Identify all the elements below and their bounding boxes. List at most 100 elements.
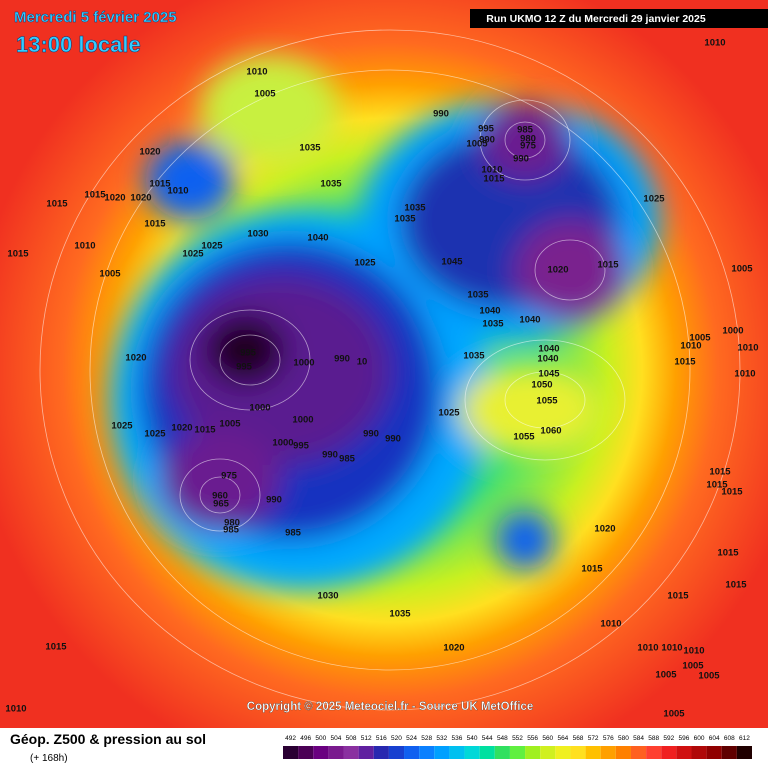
scale-swatch	[555, 746, 571, 759]
scale-label: 556	[527, 735, 538, 742]
isobar-label: 1005	[254, 89, 276, 100]
isobar-label: 1035	[320, 179, 342, 190]
scale-label: 492	[285, 735, 296, 742]
scale-label: 584	[633, 735, 644, 742]
isobar-label: 975	[520, 141, 537, 152]
isobar-label: 1020	[125, 353, 146, 364]
scale-label: 604	[709, 735, 720, 742]
isobar-label: 1020	[130, 193, 151, 204]
scale-swatch	[736, 746, 752, 759]
scale-label: 540	[467, 735, 478, 742]
isobar-label: 1010	[680, 341, 701, 352]
isobar-label: 1035	[299, 143, 321, 154]
scale-swatch	[388, 746, 405, 759]
isobar-label: 990	[385, 434, 401, 445]
isobar-label: 1015	[194, 425, 216, 436]
scale-swatch	[298, 746, 314, 759]
scale-label: 536	[452, 735, 463, 742]
isobar-label: 990	[322, 450, 338, 461]
isobar-label: 1060	[540, 426, 561, 437]
isobar-label: 1035	[404, 203, 426, 214]
scale-label: 572	[588, 735, 599, 742]
legend-title: Géop. Z500 & pression au sol	[10, 731, 206, 747]
scale-label: 564	[557, 735, 568, 742]
isobar-label: 1040	[479, 306, 500, 317]
isobar-label: 1020	[171, 423, 192, 434]
isobar-label: 1025	[111, 421, 133, 432]
isobar-label: 990	[266, 495, 282, 506]
isobar-label: 1000	[249, 403, 270, 414]
isobar-label: 1020	[547, 265, 568, 276]
isobar-label: 1015	[674, 357, 696, 368]
isobar-label: 1005	[466, 139, 488, 150]
isobar-label: 1010	[5, 704, 26, 715]
isobar-label: 985	[285, 528, 302, 539]
isobar-label: 1020	[139, 147, 160, 158]
isobar-label: 990	[363, 429, 379, 440]
scale-label: 608	[724, 735, 735, 742]
isobar-label: 1025	[354, 258, 376, 269]
scale-swatch	[509, 746, 526, 759]
isobar-label: 1025	[182, 249, 204, 260]
isobar-label: 1015	[7, 249, 29, 260]
scale-swatch	[585, 746, 601, 759]
isobar-label: 980	[224, 518, 240, 529]
scale-label: 504	[331, 735, 342, 742]
isobar-label: 1040	[519, 315, 540, 326]
isobar-label: 1010	[683, 646, 704, 657]
isobar-label: 1015	[721, 487, 743, 498]
scale-label: 600	[694, 735, 705, 742]
isobar-label: 1015	[45, 642, 67, 653]
isobar-label: 1005	[689, 333, 711, 344]
isobar-label: 1035	[389, 609, 411, 620]
isobar-label: 1025	[201, 241, 223, 252]
isobar-label: 1030	[317, 591, 338, 602]
isobar-label: 1000	[292, 415, 313, 426]
isobar-label: 1000	[722, 326, 743, 337]
scale-swatch	[419, 746, 435, 759]
isobar-label: 1015	[483, 174, 505, 185]
scale-swatch	[434, 746, 450, 759]
isobar-label: 1015	[84, 190, 106, 201]
isobar-label: 995	[293, 441, 310, 452]
scale-label: 612	[739, 735, 750, 742]
isobar-label: 1020	[443, 643, 464, 654]
isobar-label: 1010	[661, 643, 682, 654]
isobar-label: 1010	[637, 643, 658, 654]
isobar-label: 1015	[725, 580, 747, 591]
scale-label: 588	[648, 735, 659, 742]
scale-swatch	[570, 746, 586, 759]
scale-swatch	[283, 746, 299, 759]
time: 13:00 locale	[16, 32, 141, 57]
isobar-label: 1055	[513, 432, 535, 443]
scale-label: 528	[421, 735, 432, 742]
scale-label: 580	[618, 735, 629, 742]
scale-swatch	[404, 746, 420, 759]
isobar-label: 990	[334, 354, 350, 365]
copyright: Copyright © 2025 Meteociel.fr - Source U…	[247, 701, 533, 713]
scale-swatch	[464, 746, 480, 759]
scale-label: 548	[497, 735, 508, 742]
scale-swatch	[358, 746, 374, 759]
isobar-label: 1005	[698, 671, 720, 682]
isobar-label: 995	[478, 124, 495, 135]
isobar-label: 1020	[104, 193, 125, 204]
scale-swatch	[721, 746, 737, 759]
height-field	[110, 55, 660, 590]
scale-swatch	[706, 746, 722, 759]
isobar-label: 1040	[307, 233, 328, 244]
scale-label: 544	[482, 735, 493, 742]
isobar-label: 1030	[247, 229, 268, 240]
isobar-label: 1015	[706, 480, 728, 491]
isobar-label: 1020	[594, 524, 615, 535]
isobar-label: 980	[520, 134, 536, 145]
isobar-label: 1005	[663, 709, 685, 720]
scale-swatch	[525, 746, 541, 759]
scale-label: 560	[542, 735, 553, 742]
isobar-label: 1005	[682, 661, 704, 672]
isobar-label: 1040	[537, 354, 558, 365]
scale-label: 576	[603, 735, 614, 742]
